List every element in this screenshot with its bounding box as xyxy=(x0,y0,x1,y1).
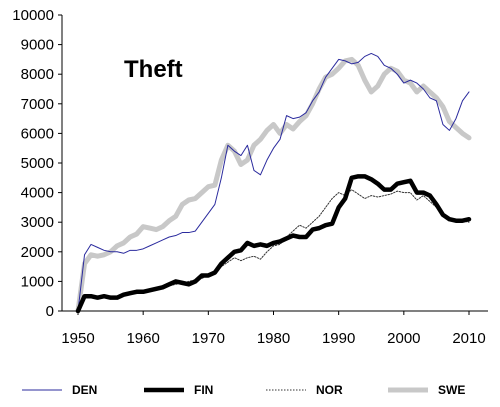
x-tick-label: 2000 xyxy=(387,330,420,347)
legend: DEN FIN NOR SWE xyxy=(22,383,465,397)
legend-label-nor: NOR xyxy=(316,383,343,397)
series-line-nor xyxy=(116,189,470,297)
x-tick-label: 1970 xyxy=(192,330,225,347)
x-tick-label: 2010 xyxy=(452,330,485,347)
series-lines xyxy=(75,52,472,314)
x-tick-label: 1990 xyxy=(322,330,355,347)
x-tick-label: 1960 xyxy=(126,330,159,347)
y-tick-label: 1000 xyxy=(21,273,54,290)
y-axis-ticks: 0 1000 2000 3000 4000 5000 6000 7000 8000 9000 100… xyxy=(12,7,62,320)
y-tick-label: 6000 xyxy=(21,125,54,142)
y-tick-label: 4000 xyxy=(21,185,54,202)
y-tick-label: 8000 xyxy=(21,66,54,83)
x-tick-label: 1950 xyxy=(61,330,94,347)
legend-label-swe: SWE xyxy=(438,383,465,397)
y-tick-label: 2000 xyxy=(21,244,54,261)
y-tick-label: 5000 xyxy=(21,155,54,172)
chart-title: Theft xyxy=(124,56,183,83)
y-tick-label: 9000 xyxy=(21,37,54,54)
y-tick-label: 7000 xyxy=(21,96,54,113)
series-line-den xyxy=(77,52,470,312)
y-tick-label: 0 xyxy=(46,303,54,320)
series-line-swe xyxy=(75,56,472,314)
x-axis-ticks: 1950 1960 1970 1980 1990 2000 2010 xyxy=(61,311,486,347)
legend-label-fin: FIN xyxy=(194,383,213,397)
y-tick-label: 10000 xyxy=(12,7,54,24)
y-tick-label: 3000 xyxy=(21,214,54,231)
x-tick-label: 1980 xyxy=(257,330,290,347)
legend-label-den: DEN xyxy=(72,383,97,397)
series-line-fin xyxy=(75,174,472,314)
